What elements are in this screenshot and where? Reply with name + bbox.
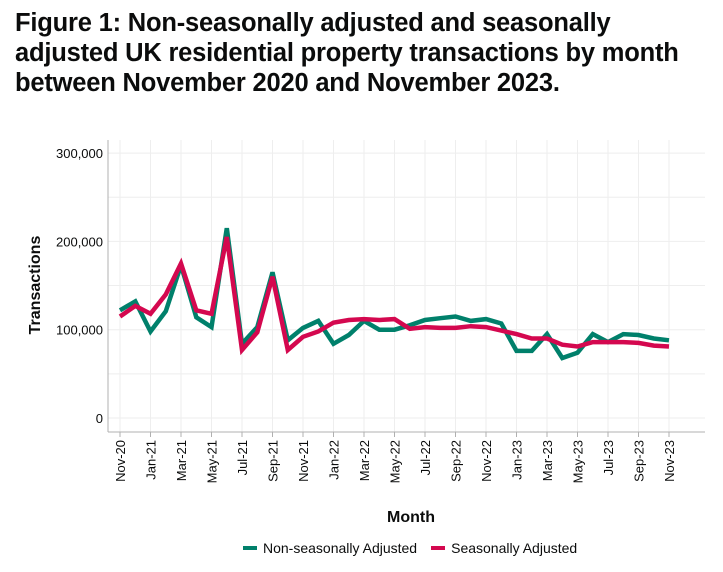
y-tick-label: 200,000: [56, 234, 103, 249]
x-tick-label: Jan-22: [327, 440, 342, 480]
x-tick-label: Mar-23: [540, 440, 555, 481]
grid: [108, 140, 705, 432]
x-tick-label: Nov-23: [662, 440, 677, 482]
x-tick-label: Jan-21: [144, 440, 159, 480]
figure-title: Figure 1: Non-seasonally adjusted and se…: [15, 9, 679, 97]
y-tick-label: 100,000: [56, 323, 103, 338]
x-tick-label: May-22: [388, 440, 403, 483]
x-tick-label: Sep-21: [266, 440, 281, 482]
y-tick-label: 300,000: [56, 146, 103, 161]
legend-label: Non-seasonally Adjusted: [263, 540, 418, 556]
x-tick-label: Jan-23: [510, 440, 525, 480]
axes: 0 100,000 200,000 300,000 Nov-20 Jan-21 Mar-21…: [56, 140, 705, 483]
x-tick-label: Jul-21: [235, 440, 250, 475]
x-tick-label: Sep-22: [449, 440, 464, 482]
x-tick-label: Nov-21: [296, 440, 311, 482]
legend-item-nsa[interactable]: Non-seasonally Adjusted: [243, 540, 417, 556]
legend-swatch: [431, 546, 446, 550]
x-tick-label: Nov-22: [479, 440, 494, 482]
x-tick-label: Jul-22: [418, 440, 433, 475]
y-tick-label: 0: [96, 411, 103, 426]
x-tick-label: Mar-22: [357, 440, 372, 481]
x-tick-label: May-21: [205, 440, 220, 483]
x-tick-label: Mar-21: [174, 440, 189, 481]
x-axis-label: Month: [387, 509, 435, 526]
y-axis-label: Transactions: [27, 236, 44, 335]
legend-item-sa[interactable]: Seasonally Adjusted: [431, 540, 577, 556]
legend: Non-seasonally Adjusted Seasonally Adjus…: [243, 540, 577, 556]
legend-label: Seasonally Adjusted: [451, 540, 578, 556]
x-tick-label: May-23: [571, 440, 586, 483]
legend-swatch: [243, 546, 257, 550]
x-tick-label: Jul-23: [601, 440, 616, 475]
series-lines: [118, 227, 670, 361]
x-tick-label: Sep-23: [632, 440, 647, 482]
x-tick-label: Nov-20: [113, 440, 128, 482]
